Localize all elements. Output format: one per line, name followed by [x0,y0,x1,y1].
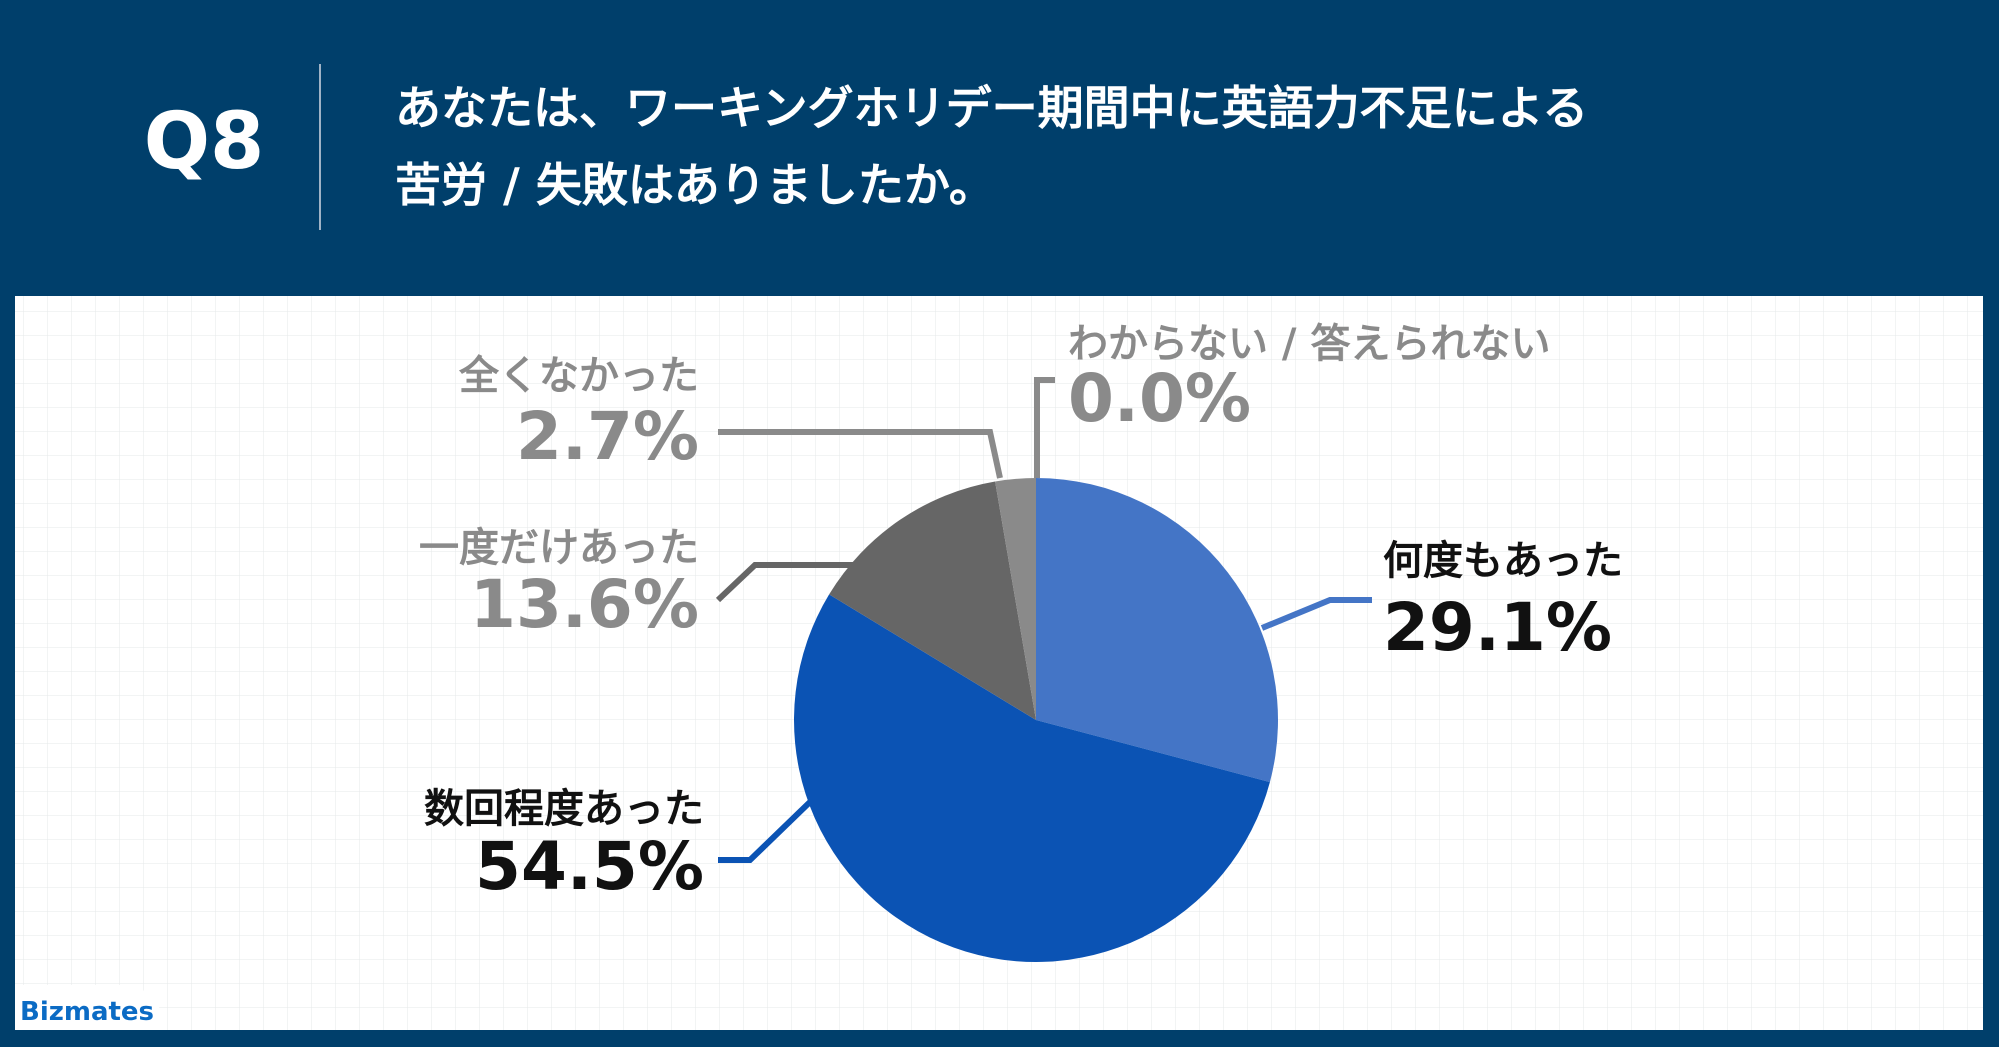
leader-lines [715,377,1372,863]
value-label: 54.5% [475,828,704,905]
value-label: 29.1% [1383,589,1612,666]
value-label: 2.7% [516,398,699,475]
leader-line [718,799,813,863]
pie-slice [794,594,1270,962]
chart-title: 苦労 / 失敗はありましたか。 [395,158,995,212]
leader-line [1034,377,1055,478]
value-label: 0.0% [1068,360,1251,437]
pie-slice [829,481,1036,720]
leader-line [1260,597,1372,631]
slice-label: 一度だけあった [419,525,699,571]
logo-tab [15,985,165,1030]
brand-logo: Bizmates [20,997,154,1027]
pie-slice [1036,478,1278,783]
slice-label: 何度もあった [1383,538,1623,584]
slice-label: 全くなかった [458,353,699,399]
leader-line [715,562,855,603]
pie-slice [995,478,1036,720]
slice-label: 数回程度あった [424,786,704,832]
question-number: Q8 [144,97,265,187]
chart-title: あなたは、ワーキングホリデー期間中に英語力不足による [395,81,1588,135]
leader-line [718,429,1003,479]
value-label: 13.6% [470,566,699,643]
slice-label: わからない / 答えられない [1068,321,1550,367]
